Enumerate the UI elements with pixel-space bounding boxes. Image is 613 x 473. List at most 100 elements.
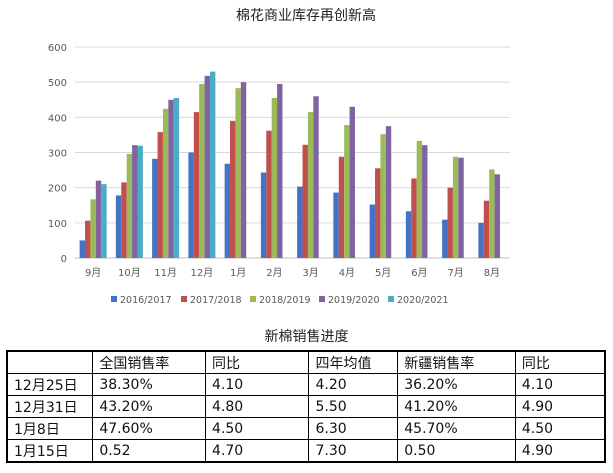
x-tick-label: 1月	[230, 267, 246, 279]
x-tick-label: 5月	[375, 267, 391, 279]
bar-2019-2020-9	[385, 126, 392, 258]
x-tick-label: 12月	[191, 267, 214, 279]
bar-2016-2017-1	[79, 240, 86, 258]
bar-2018-2019-10	[416, 140, 423, 258]
table-row: 12月31日 43.20% 4.80 5.50 41.20% 4.90	[6, 395, 606, 418]
legend-label: 2019/2020	[328, 295, 380, 306]
bar-2017-2018-8	[338, 156, 345, 258]
table-row: 1月15日 0.52 4.70 7.30 0.50 4.90	[6, 439, 606, 463]
bar-2020-2021-1	[101, 184, 107, 258]
bar-2017-2018-11	[447, 187, 453, 258]
legend-swatch	[111, 296, 117, 302]
table-cell: 4.80	[205, 395, 310, 418]
table-cell: 1月8日	[6, 417, 94, 440]
table-row: 1月8日 47.60% 4.50 6.30 45.70% 4.50	[6, 417, 606, 440]
table-cell: 4.10	[205, 373, 310, 396]
bar-2020-2021-4	[209, 71, 216, 258]
table-cell: 47.60%	[92, 417, 207, 440]
bar-2020-2021-2	[137, 145, 143, 258]
bar-2019-2020-10	[422, 145, 428, 258]
table-cell: 0.52	[92, 439, 207, 463]
chart-title: 棉花商业库存再创新高	[236, 7, 376, 24]
bar-2019-2020-6	[277, 83, 283, 258]
bars	[79, 71, 500, 259]
bar-2016-2017-12	[478, 222, 484, 258]
bar-2018-2019-8	[344, 125, 350, 258]
bar-2017-2018-3	[157, 132, 163, 258]
table-cell: 12月31日	[6, 395, 94, 418]
table-cell: 12月25日	[6, 373, 94, 396]
bar-2017-2018-5	[230, 120, 236, 258]
table-cell: 36.20%	[397, 373, 516, 396]
bar-2019-2020-8	[349, 106, 355, 259]
legend-swatch	[319, 296, 325, 302]
x-axis: 9月 10月 11月 12月 1月 2月 3月 4月 5月 6月 7月 8月	[85, 267, 500, 279]
bar-2019-2020-5	[240, 82, 247, 259]
header-cell: 全国销售率	[92, 350, 207, 374]
inventory-chart: 棉花商业库存再创新高 0 100 200 300 400 500 600 9月 10月 11月 1…	[48, 7, 510, 306]
table-cell: 4.20	[308, 373, 399, 396]
bar-2018-2019-1	[90, 199, 96, 258]
table-row: 12月25日 38.30% 4.10 4.20 36.20% 4.10	[6, 373, 606, 396]
table-cell: 4.50	[514, 417, 606, 440]
x-tick-label: 8月	[484, 267, 500, 279]
legend-swatch	[250, 296, 256, 302]
legend: 2016/2017 2017/2018 2018/2019 2019/2020 2020…	[111, 295, 449, 306]
bar-2017-2018-1	[85, 220, 91, 258]
bar-2019-2020-1	[95, 180, 102, 258]
bar-2017-2018-7	[302, 144, 308, 258]
bar-2016-2017-10	[405, 211, 412, 258]
table-cell: 38.30%	[92, 373, 207, 396]
legend-label: 2018/2019	[259, 295, 311, 306]
table-cell: 4.70	[205, 439, 310, 463]
bar-2019-2020-11	[458, 157, 464, 258]
bar-2018-2019-9	[380, 134, 386, 258]
x-tick-label: 4月	[339, 267, 355, 279]
bar-2017-2018-2	[121, 182, 127, 258]
y-axis: 0 100 200 300 400 500 600	[48, 43, 67, 265]
bar-2018-2019-3	[162, 108, 169, 258]
header-cell: 四年均值	[308, 350, 399, 374]
y-tick-label: 600	[48, 43, 67, 54]
y-tick-label: 200	[48, 184, 67, 195]
bar-2016-2017-8	[333, 192, 339, 258]
bar-2016-2017-11	[442, 219, 448, 258]
x-tick-label: 9月	[85, 267, 101, 279]
bar-2018-2019-4	[199, 83, 205, 258]
x-tick-label: 3月	[302, 267, 318, 279]
header-cell	[6, 350, 94, 374]
table-cell: 4.10	[514, 373, 606, 396]
bar-2017-2018-9	[375, 168, 381, 258]
sales-progress-table: 全国销售率 同比 四年均值 新疆销售率 同比 12月25日 38.30% 4.1…	[6, 350, 606, 463]
bar-2016-2017-6	[260, 172, 267, 258]
table-cell: 43.20%	[92, 395, 207, 418]
bar-2018-2019-6	[271, 97, 278, 258]
table-cell: 6.30	[308, 417, 399, 440]
bar-2018-2019-11	[452, 156, 459, 258]
y-tick-label: 400	[48, 113, 67, 124]
bar-2017-2018-4	[193, 112, 200, 258]
table-cell: 1月15日	[6, 439, 94, 463]
bar-2019-2020-4	[204, 75, 210, 258]
x-tick-label: 7月	[447, 267, 463, 279]
legend-swatch	[181, 296, 187, 302]
table-cell: 0.50	[397, 439, 516, 463]
bar-2019-2020-7	[313, 96, 319, 258]
bar-2018-2019-5	[235, 88, 241, 259]
bar-2016-2017-2	[115, 195, 122, 258]
bar-2017-2018-10	[411, 178, 417, 258]
bar-2020-2021-3	[173, 97, 180, 258]
y-tick-label: 300	[48, 149, 67, 160]
bar-2016-2017-5	[224, 163, 231, 258]
bar-2016-2017-7	[297, 186, 303, 258]
bar-2017-2018-12	[483, 200, 490, 258]
table-cell: 7.30	[308, 439, 399, 463]
table-header-row: 全国销售率 同比 四年均值 新疆销售率 同比	[6, 350, 606, 374]
bar-2016-2017-4	[188, 152, 194, 258]
bar-2018-2019-2	[126, 153, 133, 258]
y-tick-label: 0	[61, 254, 67, 265]
x-tick-label: 2月	[266, 267, 282, 279]
legend-label: 2016/2017	[120, 295, 172, 306]
header-cell: 同比	[205, 350, 310, 374]
table-cell: 4.90	[514, 395, 606, 418]
